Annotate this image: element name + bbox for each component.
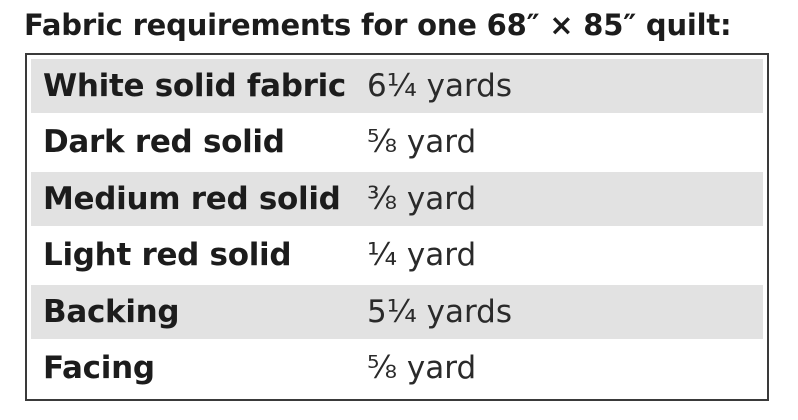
fabric-label: Light red solid <box>43 237 292 274</box>
fabric-amount: ⅝ yard <box>367 350 477 387</box>
fabric-label: Dark red solid <box>43 124 285 161</box>
table-row: Dark red solid ⅝ yard <box>31 116 763 170</box>
fabric-label: Facing <box>43 350 155 387</box>
table-row: Backing 5¼ yards <box>31 285 763 339</box>
fabric-label: White solid fabric <box>43 67 346 104</box>
table-row: Facing ⅝ yard <box>31 342 763 396</box>
fabric-amount: ⅜ yard <box>367 180 477 217</box>
table-row: White solid fabric 6¼ yards <box>31 59 763 113</box>
fabric-amount: ⅝ yard <box>367 124 477 161</box>
fabric-amount: ¼ yard <box>367 237 477 274</box>
fabric-label: Backing <box>43 293 180 330</box>
table-row: Light red solid ¼ yard <box>31 229 763 283</box>
page-title: Fabric requirements for one 68″ × 85″ qu… <box>24 8 732 42</box>
fabric-requirements-table: White solid fabric 6¼ yards Dark red sol… <box>25 53 769 401</box>
fabric-amount: 6¼ yards <box>367 67 512 104</box>
fabric-label: Medium red solid <box>43 180 341 217</box>
fabric-amount: 5¼ yards <box>367 293 512 330</box>
table-row: Medium red solid ⅜ yard <box>31 172 763 226</box>
